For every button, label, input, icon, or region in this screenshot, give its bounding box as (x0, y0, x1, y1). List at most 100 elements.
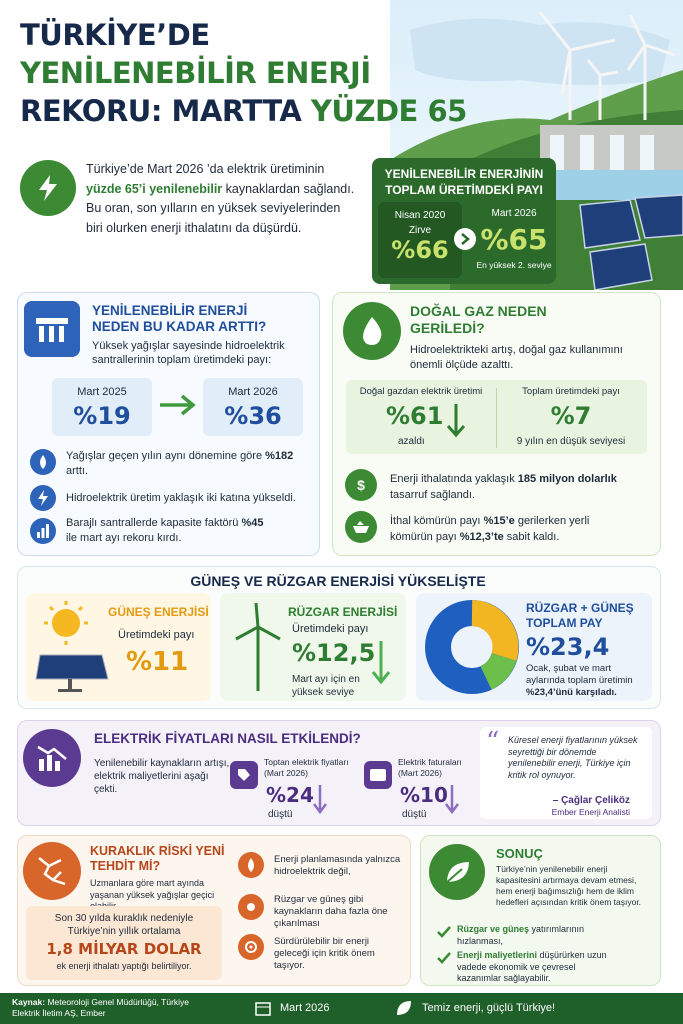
leaf-icon (397, 1001, 411, 1015)
stat-label: Elektrik faturaları (Mart 2026) (398, 757, 462, 778)
point-bold: Enerji maliyetlerini (457, 950, 538, 960)
card-label: Üretimdeki payı (292, 623, 369, 635)
check (437, 926, 451, 938)
share-left: Nisan 2020 Zirve %66 (378, 202, 462, 278)
stat-value: %7 (550, 402, 592, 430)
gas-panel: DOĞAL GAZ NEDEN GERİLEDİ? Hidroelektrikt… (332, 292, 661, 556)
coal-icon (345, 511, 377, 543)
share-box: YENİLENEBİLİR ENERJİNİN TOPLAM ÜRETİMDEK… (372, 158, 556, 284)
share-sub: En yüksek 2. seviye (476, 260, 552, 270)
title-line-row: REKORU: MARTTA YÜZDE 65 (20, 92, 467, 130)
dam-icon (24, 301, 80, 357)
price-icon (23, 729, 81, 787)
point-text: Hidroelektrik üretim yaklaşık iki katına… (66, 492, 296, 504)
intro: Türkiye’de Mart 2026 ’da elektrik üretim… (86, 160, 371, 238)
share-sub: Zirve (408, 225, 432, 236)
point-bold: 185 milyon dolarlık (517, 473, 617, 485)
compare-value: %36 (224, 402, 282, 430)
solar-wind-panel: GÜNEŞ VE RÜZGAR ENERJİSİ YÜKSELİŞTE GÜNE… (17, 566, 661, 709)
card-line: Ocak, şubat ve mart aylarında toplam üre… (526, 663, 633, 686)
why-panel: YENİLENEBİLİR ENERJİ NEDEN BU KADAR ARTT… (17, 292, 320, 556)
stat-value: %61 (386, 402, 444, 430)
title-line: YENİLENEBİLİR ENERJİ (20, 56, 371, 90)
chart-icon (30, 518, 56, 544)
sun-icon (238, 894, 264, 920)
stat-sub: azaldı (398, 436, 425, 447)
stat-label: Doğal gazdan elektrik üretimi (359, 386, 483, 397)
bolt-icon (20, 160, 76, 216)
intro-line: kaynaklardan sağlandı. (222, 181, 355, 196)
point-text: Barajlı santrallerde kapasite faktörü (66, 517, 242, 529)
point-bold: %12,3’te (459, 531, 504, 543)
calendar-icon (255, 1002, 271, 1016)
box-value: 1,8 MİLYAR DOLAR (46, 940, 202, 958)
box-line: Son 30 yılda kuraklık nedeniyle Türkiye’… (54, 913, 194, 937)
svg-text:$: $ (357, 477, 365, 493)
card-value: %11 (126, 647, 189, 677)
quote-author: – Çağlar Çeliköz (552, 795, 630, 806)
compare-box: Mart 2026 %36 (203, 378, 303, 436)
stat-sub: 9 yılın en düşük seviyesi (516, 436, 626, 447)
point-bold: Rüzgar ve güneş (457, 924, 530, 934)
footer-date: Mart 2026 (280, 1002, 330, 1014)
share-label: Nisan 2020 (394, 210, 446, 221)
stat-label: Toptan elektrik fiyatları (Mart 2026) (264, 757, 349, 778)
card-title: RÜZGAR + GÜNEŞ TOPLAM PAY (526, 601, 634, 630)
card-bold: %23,4’ünü karşıladı. (526, 687, 617, 698)
quote-box: “ Küresel enerji fiyatlarının yüksek sey… (480, 727, 652, 819)
intro-line: Bu oran, son yılların en yüksek seviyele… (86, 201, 341, 215)
stat-sub: düştü (268, 809, 293, 820)
leaf-icon (429, 844, 485, 900)
drought-point: Sürdürülebilir bir enerji geleceği için … (274, 936, 375, 971)
card-value: %23,4 (526, 633, 610, 661)
title-line: TÜRKİYE’DE (20, 18, 210, 52)
title-line: REKORU: MARTTA (20, 94, 302, 128)
share-value: %66 (391, 236, 449, 264)
point-bold: %15’e (483, 515, 515, 527)
compare-box: Mart 2025 %19 (52, 378, 152, 436)
drought-title: KURAKLIK RİSKİ YENİ TEHDİT Mİ? (90, 844, 225, 873)
card-text: Ocak, şubat ve mart aylarında toplam üre… (526, 663, 648, 699)
footer-slogan: Temiz enerji, güçlü Türkiye! (422, 1002, 556, 1014)
divider (496, 388, 497, 448)
donut (425, 600, 519, 694)
footer-source: Kaynak: Meteoroloji Genel Müdürlüğü, Tür… (12, 997, 212, 1019)
wind-icon (235, 602, 281, 691)
arrow-icon (454, 228, 476, 250)
wallet-icon (364, 761, 392, 789)
point-text: ile mart ayı rekoru kırdı. (66, 532, 182, 544)
why-intro: Yüksek yağışlar sayesinde hidroelektrik … (92, 340, 285, 366)
gas-point: Enerji ithalatında yaklaşık 185 milyon d… (390, 471, 640, 503)
point-text: sabit kaldı. (503, 531, 560, 543)
share-right: Mart 2026 %65 En yüksek 2. seviye (476, 208, 552, 270)
share-label: Mart 2026 (491, 208, 537, 219)
intro-line: Türkiye’de Mart 2026 ’da elektrik üretim… (86, 162, 325, 176)
gas-stats: Doğal gazdan elektrik üretimi %61 azaldı… (346, 380, 647, 454)
point-text: gerilerken yerli kömürün payı (390, 515, 590, 543)
wind-card: RÜZGAR ENERJİSİ Üretimdeki payı %12,5 Ma… (220, 593, 406, 701)
conclusion-panel: SONUÇ Türkiye’nin yenilenebilir enerji k… (420, 835, 661, 986)
share-value: %65 (480, 223, 548, 256)
quote-mark: “ (486, 727, 500, 757)
gas-title: DOĞAL GAZ NEDEN GERİLEDİ? (410, 303, 547, 336)
gas-intro: Hidroelektrikteki artış, doğal gaz kulla… (410, 344, 623, 371)
card-label: Üretimdeki payı (118, 629, 195, 641)
drought-box: Son 30 yılda kuraklık nedeniyle Türkiye’… (26, 906, 222, 980)
card-title: RÜZGAR ENERJİSİ (288, 605, 398, 619)
why-point: Yağışlar geçen yılın aynı dönemine göre … (66, 449, 311, 479)
stat-value: %24 (266, 783, 314, 807)
source-text: Meteoroloji Genel Müdürlüğü, Türkiye Ele… (12, 997, 190, 1018)
point-text: tasarruf sağlandı. (390, 489, 475, 501)
combined-card: RÜZGAR + GÜNEŞ TOPLAM PAY %23,4 Ocak, şu… (416, 593, 652, 701)
stat-label: Toplam üretimdeki payı (522, 386, 620, 397)
check (437, 952, 451, 964)
why-title: YENİLENEBİLİR ENERJİ NEDEN BU KADAR ARTT… (92, 303, 267, 334)
drop-icon (30, 449, 56, 475)
point-text: Enerji ithalatında yaklaşık (390, 473, 518, 485)
point-bold: %45 (241, 517, 264, 529)
money-icon: $ (345, 469, 377, 501)
point-text: düşürürken uzun vadede ekonomik ve çevre… (457, 950, 607, 983)
solar-icon (35, 601, 109, 692)
stat-sub: düştü (402, 809, 427, 820)
